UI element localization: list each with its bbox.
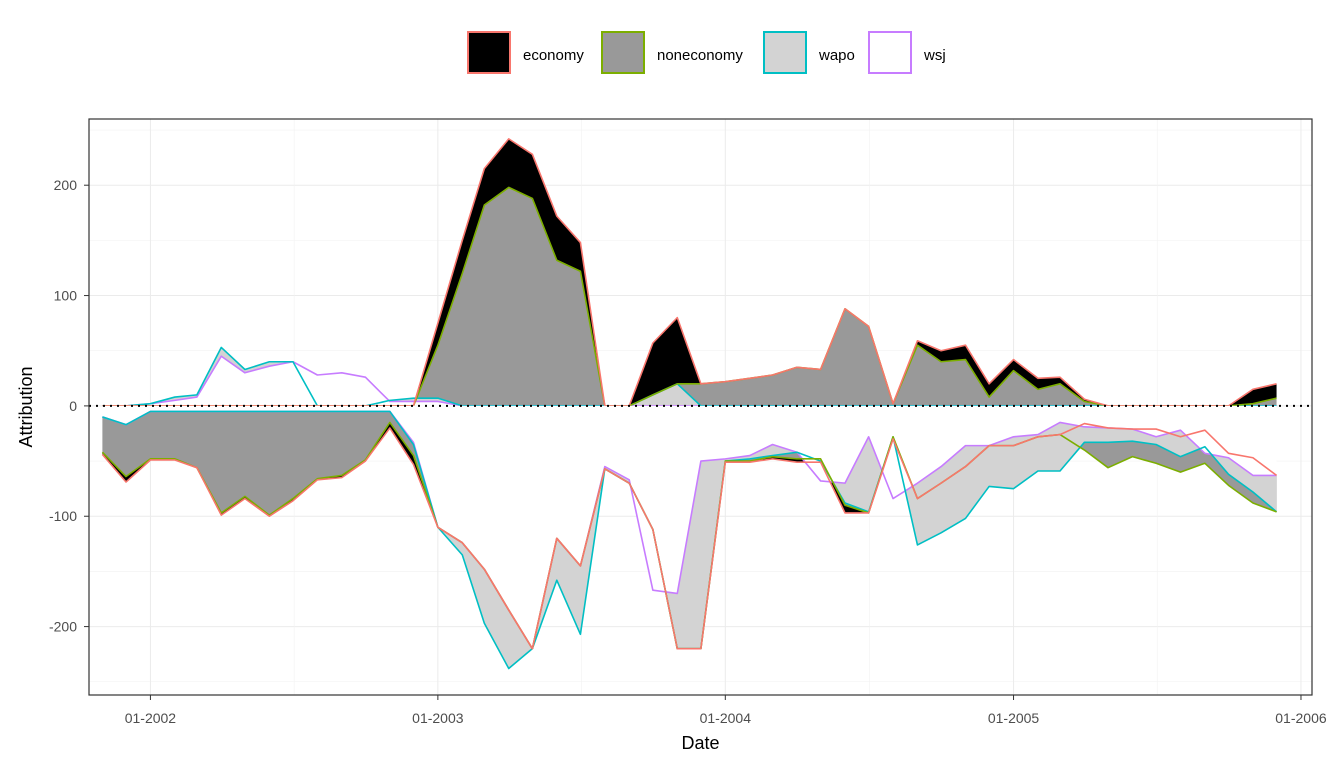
y-tick-label: 100 bbox=[54, 288, 78, 304]
y-tick-label: -100 bbox=[49, 508, 77, 524]
y-axis-title: Attribution bbox=[16, 366, 36, 447]
y-tick-label: 0 bbox=[69, 398, 77, 414]
plot-border bbox=[88, 118, 1313, 696]
legend-label-economy: economy bbox=[523, 47, 584, 64]
legend-label-wsj: wsj bbox=[923, 47, 946, 64]
x-tick-label: 01-2003 bbox=[412, 710, 464, 726]
negative-line-economy bbox=[101, 422, 1278, 650]
legend: economy noneconomy wapo wsj bbox=[467, 31, 946, 74]
x-axis: 01-2002 01-2003 01-2004 01-2005 01-2006 bbox=[125, 695, 1327, 726]
legend-key-noneconomy bbox=[601, 31, 645, 74]
legend-label-wapo: wapo bbox=[818, 47, 855, 64]
x-tick-label: 01-2005 bbox=[988, 710, 1040, 726]
legend-item-wsj: wsj bbox=[868, 31, 946, 74]
y-axis: -200 -100 0 100 200 bbox=[49, 177, 89, 635]
legend-item-noneconomy: noneconomy bbox=[601, 31, 743, 74]
legend-label-noneconomy: noneconomy bbox=[657, 47, 743, 64]
legend-key-wsj bbox=[868, 31, 912, 74]
x-tick-label: 01-2006 bbox=[1275, 710, 1327, 726]
negative-area-wapo bbox=[102, 411, 1277, 669]
legend-key-wapo bbox=[763, 31, 807, 74]
legend-item-wapo: wapo bbox=[763, 31, 855, 74]
y-tick-label: -200 bbox=[49, 619, 77, 635]
x-axis-title: Date bbox=[681, 733, 719, 753]
legend-key-economy bbox=[467, 31, 511, 74]
negative-stack bbox=[101, 405, 1278, 670]
positive-area-wsj bbox=[102, 356, 1277, 406]
x-tick-label: 01-2004 bbox=[700, 710, 752, 726]
legend-item-economy: economy bbox=[467, 31, 584, 74]
y-tick-label: 200 bbox=[54, 177, 78, 193]
area-layers bbox=[101, 138, 1278, 670]
x-tick-label: 01-2002 bbox=[125, 710, 177, 726]
